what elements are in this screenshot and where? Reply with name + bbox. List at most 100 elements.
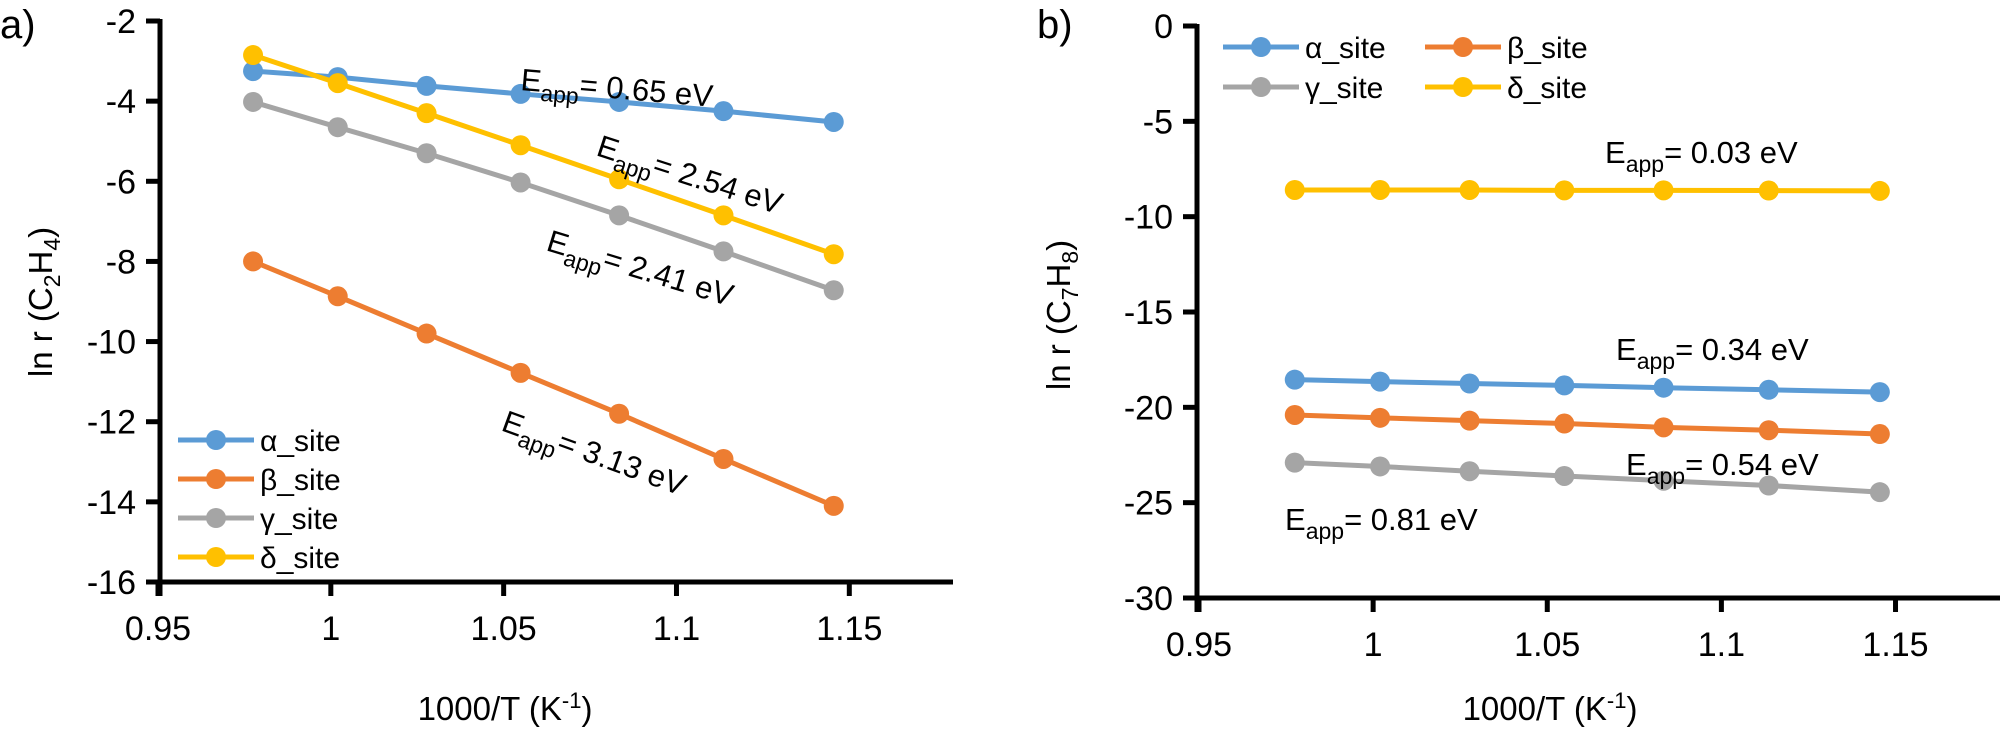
y-tick-label: 0 bbox=[1154, 8, 1173, 46]
y-tick-label: -2 bbox=[106, 3, 136, 41]
x-tick-label: 1.1 bbox=[653, 610, 700, 648]
series-a bbox=[243, 45, 844, 516]
y-tick-label: -15 bbox=[1124, 294, 1173, 332]
eapp-annotation: Eapp= 2.41 eV bbox=[541, 223, 738, 320]
data-point bbox=[416, 323, 437, 344]
x-tick-labels-a: 0.95 1 1.05 1.1 1.15 bbox=[125, 610, 882, 648]
y-axis-title-b: ln r (C7H8) bbox=[1040, 240, 1083, 390]
data-point bbox=[609, 403, 630, 424]
data-point bbox=[1869, 180, 1890, 201]
data-point bbox=[1869, 482, 1890, 503]
legend-label: δ_site bbox=[1507, 72, 1587, 105]
data-point bbox=[1758, 379, 1779, 400]
y-tick-label: -12 bbox=[87, 404, 136, 442]
x-tick-label: 1 bbox=[321, 610, 340, 648]
legend-item-β_site: β_site bbox=[178, 464, 341, 497]
data-point bbox=[713, 205, 734, 226]
legend-a: α_site β_site γ_site δ_site bbox=[178, 425, 341, 575]
data-point bbox=[243, 45, 264, 66]
y-tick-label: -4 bbox=[106, 83, 136, 121]
legend-label: α_site bbox=[1305, 32, 1386, 65]
legend-marker bbox=[206, 547, 226, 567]
legend-label: γ_site bbox=[1305, 72, 1383, 105]
data-point bbox=[609, 91, 630, 112]
data-point bbox=[1459, 373, 1480, 394]
x-tick-label: 0.95 bbox=[1166, 626, 1232, 664]
data-point bbox=[243, 91, 264, 112]
data-point bbox=[416, 143, 437, 164]
x-axis-title-a: 1000/T (K-1) bbox=[418, 688, 593, 727]
data-point bbox=[1653, 417, 1674, 438]
y-tick-labels-b: 0 -5 -10 -15 -20 -25 -30 bbox=[1124, 8, 1173, 618]
legend-label: β_site bbox=[1507, 32, 1588, 65]
x-tick-label: 0.95 bbox=[125, 610, 191, 648]
series-β_site bbox=[243, 251, 844, 516]
data-point bbox=[713, 448, 734, 469]
eapp-annotation: Eapp= 0.03 eV bbox=[1605, 135, 1798, 177]
y-tick-label: -10 bbox=[87, 324, 136, 362]
y-tick-label: -5 bbox=[1143, 103, 1173, 141]
panel-b: b) 0 -5 -10 -15 -20 -25 -30 0.95 1 1.05 1.1 1.15 l… bbox=[1037, 3, 2000, 727]
data-point bbox=[1554, 375, 1575, 396]
y-tick-label: -16 bbox=[87, 564, 136, 602]
legend-marker bbox=[206, 469, 226, 489]
y-tick-label: -8 bbox=[106, 243, 136, 281]
series-δ_site bbox=[243, 45, 844, 265]
legend-item-δ_site: δ_site bbox=[178, 542, 340, 575]
data-point bbox=[1284, 452, 1305, 473]
data-point bbox=[713, 241, 734, 262]
data-point bbox=[327, 286, 348, 307]
y-tick-label: -14 bbox=[87, 484, 136, 522]
data-point bbox=[1370, 371, 1391, 392]
axes-b bbox=[1183, 23, 2000, 612]
data-point bbox=[823, 280, 844, 301]
y-tick-label: -10 bbox=[1124, 199, 1173, 237]
data-point bbox=[1284, 404, 1305, 425]
data-point bbox=[1653, 377, 1674, 398]
x-tick-label: 1 bbox=[1364, 626, 1383, 664]
x-tick-label: 1.1 bbox=[1698, 626, 1745, 664]
panel-a: a) -2 -4 -6 -8 -10 -12 -14 -16 0.95 1 1.05 1.1 1.15… bbox=[0, 3, 953, 727]
data-point bbox=[510, 83, 531, 104]
legend-label: β_site bbox=[260, 464, 341, 497]
data-point bbox=[609, 205, 630, 226]
legend-marker bbox=[1251, 37, 1271, 57]
data-point bbox=[1758, 420, 1779, 441]
x-tick-label: 1.05 bbox=[1514, 626, 1580, 664]
legend-item-α_site: α_site bbox=[1223, 32, 1386, 65]
legend-label: γ_site bbox=[260, 503, 338, 536]
legend-label: δ_site bbox=[260, 542, 340, 575]
x-axis-title-b: 1000/T (K-1) bbox=[1463, 688, 1638, 727]
data-point bbox=[1869, 382, 1890, 403]
data-point bbox=[1284, 369, 1305, 390]
data-point bbox=[1459, 179, 1480, 200]
legend-marker bbox=[206, 430, 226, 450]
data-point bbox=[1554, 465, 1575, 486]
series-α_site bbox=[1284, 369, 1890, 403]
eapp-annotation: Eapp= 0.65 eV bbox=[519, 62, 715, 121]
legend-marker bbox=[1453, 37, 1473, 57]
data-point bbox=[510, 135, 531, 156]
data-point bbox=[416, 75, 437, 96]
data-point bbox=[1370, 179, 1391, 200]
x-tick-labels-b: 0.95 1 1.05 1.1 1.15 bbox=[1166, 626, 1929, 664]
y-tick-label: -6 bbox=[106, 163, 136, 201]
data-point bbox=[609, 169, 630, 190]
y-tick-label: -25 bbox=[1124, 485, 1173, 523]
data-point bbox=[327, 73, 348, 94]
legend-marker bbox=[1251, 77, 1271, 97]
legend-item-δ_site: δ_site bbox=[1425, 72, 1587, 105]
x-tick-label: 1.05 bbox=[471, 610, 537, 648]
y-tick-label: -30 bbox=[1124, 580, 1173, 618]
data-point bbox=[243, 251, 264, 272]
legend-b: α_site β_site γ_site δ_site bbox=[1223, 32, 1588, 105]
data-point bbox=[1653, 180, 1674, 201]
data-point bbox=[823, 111, 844, 132]
axes-a bbox=[146, 18, 953, 596]
eapp-annotation: Eapp= 0.81 eV bbox=[1285, 502, 1478, 544]
data-point bbox=[1653, 470, 1674, 491]
data-point bbox=[713, 101, 734, 122]
y-tick-labels-a: -2 -4 -6 -8 -10 -12 -14 -16 bbox=[87, 3, 136, 602]
eapp-annotation: Eapp= 0.34 eV bbox=[1616, 332, 1809, 374]
data-point bbox=[1554, 413, 1575, 434]
